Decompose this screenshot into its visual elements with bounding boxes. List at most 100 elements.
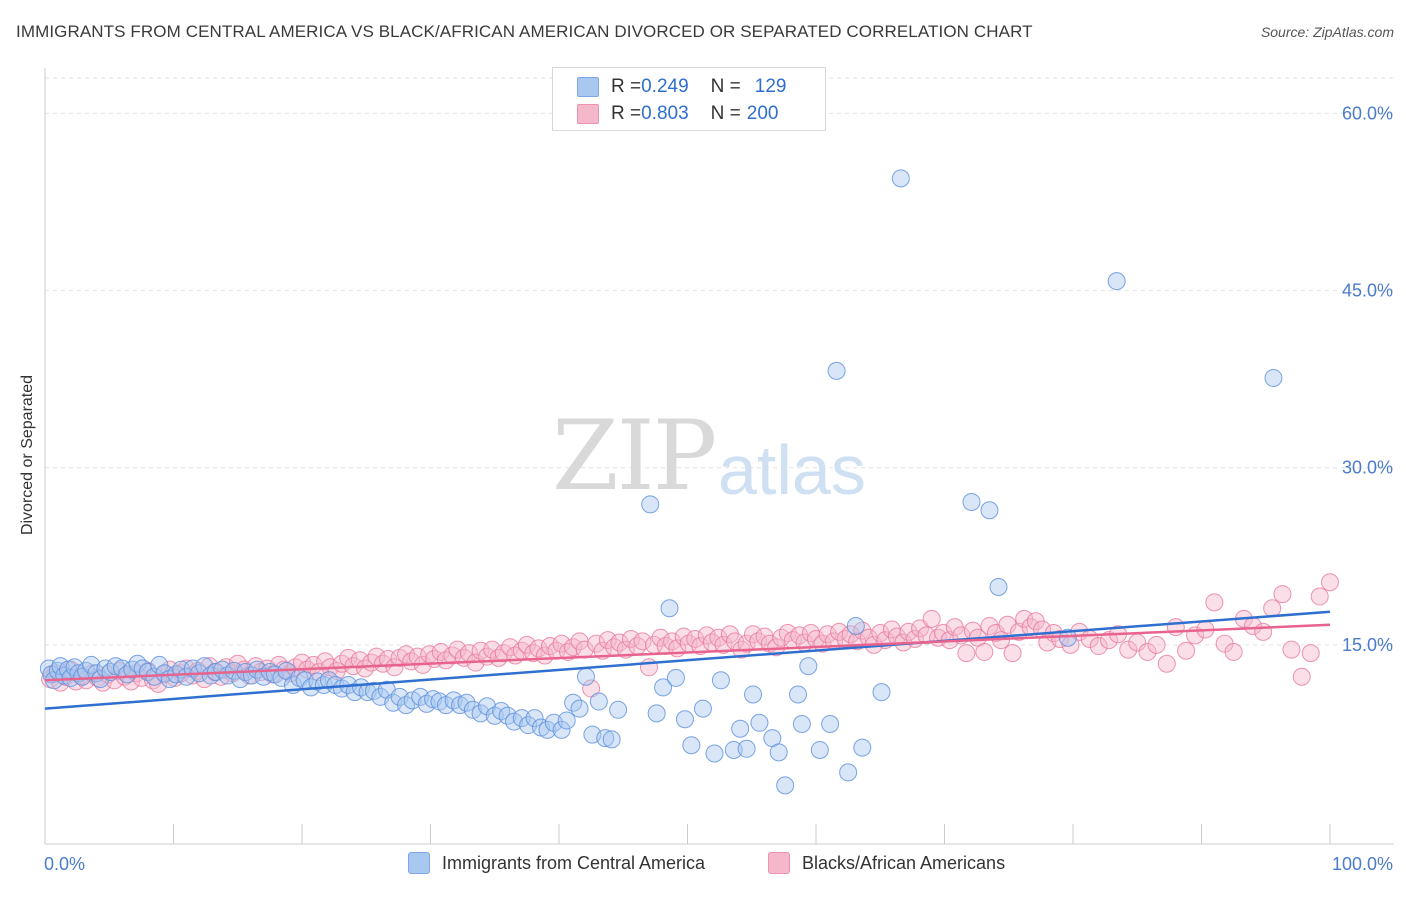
data-point-central-america — [724, 740, 743, 759]
legend-n-value: 200 — [746, 103, 779, 124]
data-point-black-african — [922, 609, 941, 628]
data-point-central-america — [675, 710, 694, 729]
legend-swatch-pink — [768, 852, 790, 874]
data-point-black-african — [1157, 654, 1176, 673]
legend-row-black-african: R = 0.803 N = 200 — [577, 102, 778, 126]
data-point-black-african — [1099, 631, 1118, 650]
data-point-black-african — [975, 642, 994, 661]
data-point-central-america — [589, 692, 608, 711]
legend-swatch-pink — [577, 104, 599, 124]
data-point-black-african — [1051, 629, 1070, 648]
data-point-central-america — [799, 657, 818, 676]
data-point-black-african — [436, 651, 455, 670]
legend-item-central-america: Immigrants from Central America — [408, 852, 705, 874]
correlation-legend: R = 0.249 N = 129 R = 0.803 N = 200 — [552, 67, 826, 131]
data-point-central-america — [789, 685, 808, 704]
legend-n-label: N = — [710, 103, 741, 124]
y-tick-label: 30.0% — [1342, 458, 1393, 478]
data-point-central-america — [682, 736, 701, 755]
data-point-black-african — [1147, 635, 1166, 654]
data-point-central-america — [525, 709, 544, 728]
data-point-central-america — [552, 720, 571, 739]
data-point-central-america — [776, 776, 795, 795]
data-point-black-african — [1310, 587, 1329, 606]
legend-r-label: R = — [611, 103, 642, 124]
data-point-black-african — [598, 631, 617, 650]
y-tick-label: 45.0% — [1342, 281, 1393, 301]
data-point-central-america — [750, 713, 769, 732]
data-point-central-america — [1107, 272, 1126, 291]
data-point-central-america — [596, 729, 615, 748]
data-point-central-america — [846, 616, 865, 635]
trend-lines — [44, 610, 1331, 710]
tick-labels: 15.0% 30.0% 45.0% 60.0% 0.0% 100.0% — [44, 103, 1393, 874]
data-point-black-african — [1321, 573, 1339, 592]
data-point-central-america — [1058, 628, 1077, 647]
legend-n-value: 129 — [754, 76, 787, 97]
data-point-central-america — [492, 701, 511, 720]
data-point-black-african — [998, 615, 1017, 634]
data-point-black-african — [385, 658, 404, 677]
data-point-black-african — [1021, 618, 1040, 637]
legend-n-label: N = — [710, 76, 741, 97]
x-tick-label: 100.0% — [1332, 854, 1393, 874]
data-point-black-african — [1282, 640, 1301, 659]
data-point-central-america — [827, 361, 846, 380]
data-point-black-african — [1003, 644, 1022, 663]
data-point-central-america — [711, 671, 730, 690]
legend-label: Immigrants from Central America — [442, 852, 706, 873]
data-point-black-african — [610, 633, 629, 652]
data-point-black-african — [1138, 642, 1157, 661]
data-point-central-america — [609, 700, 628, 719]
trend-line-black-african — [44, 623, 1331, 682]
data-point-central-america — [989, 577, 1008, 596]
data-point-central-america — [737, 739, 756, 758]
watermark-atlas: atlas — [718, 431, 866, 509]
data-point-black-african — [899, 622, 918, 641]
legend-swatch-blue — [577, 77, 599, 97]
data-point-black-african — [1205, 593, 1224, 612]
data-point-black-african — [524, 644, 543, 663]
data-point-black-african — [1254, 622, 1273, 641]
data-point-central-america — [891, 169, 910, 188]
data-point-central-america — [705, 744, 724, 763]
data-point-central-america — [471, 704, 490, 723]
data-point-central-america — [647, 704, 666, 723]
data-point-black-african — [830, 622, 849, 641]
y-tick-label: 60.0% — [1342, 103, 1393, 123]
data-point-black-african — [1224, 642, 1243, 661]
gridlines — [45, 77, 1394, 646]
data-point-black-african — [1273, 585, 1292, 604]
data-point-black-african — [1301, 644, 1320, 663]
data-point-central-america — [810, 740, 829, 759]
data-point-black-african — [737, 634, 756, 653]
data-point-central-america — [693, 699, 712, 718]
data-point-central-america — [512, 709, 531, 728]
data-point-central-america — [319, 671, 338, 690]
data-point-black-african — [714, 635, 733, 654]
data-point-central-america — [853, 738, 872, 757]
legend-label: Blacks/African Americans — [802, 852, 1006, 873]
series-legend: Immigrants from Central America Blacks/A… — [0, 852, 1406, 878]
data-point-central-america — [654, 678, 673, 697]
legend-swatch-blue — [408, 852, 430, 874]
data-point-central-america — [666, 668, 685, 687]
data-point-central-america — [769, 743, 788, 762]
data-point-central-america — [538, 720, 557, 739]
data-point-central-america — [254, 667, 273, 686]
data-point-central-america — [962, 492, 981, 511]
data-point-black-african — [1263, 599, 1282, 618]
data-point-central-america — [557, 711, 576, 730]
data-point-central-america — [731, 719, 750, 738]
data-point-central-america — [872, 683, 891, 702]
data-point-central-america — [478, 697, 497, 716]
trend-line-central-america — [44, 610, 1331, 710]
data-point-central-america — [744, 685, 763, 704]
data-point-black-african — [691, 637, 710, 656]
data-point-black-african — [1089, 637, 1108, 656]
data-point-central-america — [980, 501, 999, 520]
axes — [44, 68, 1394, 845]
data-point-black-african — [633, 632, 652, 651]
data-point-black-african — [621, 629, 640, 648]
